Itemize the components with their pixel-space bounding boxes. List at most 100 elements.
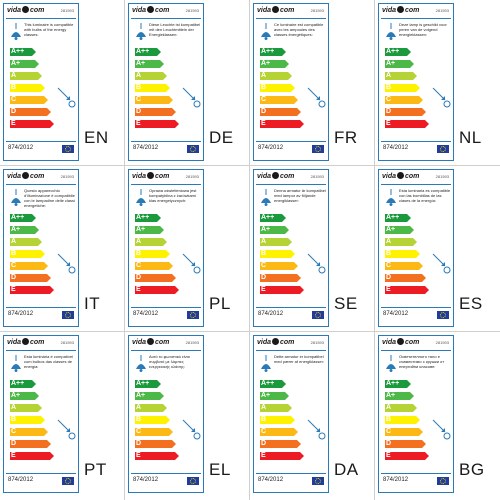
brand-left: vida	[7, 7, 22, 14]
eu-flag-icon	[312, 145, 324, 153]
energy-class-bar: A++	[10, 380, 36, 388]
energy-class-bar: A	[10, 238, 42, 246]
divider	[256, 18, 326, 19]
brand-left: vida	[132, 339, 147, 346]
divider	[6, 473, 76, 474]
energy-class-bar: A	[260, 238, 292, 246]
product-code: 281593	[435, 340, 449, 345]
energy-class-bar: D	[385, 440, 426, 448]
energy-class-bar: E	[135, 452, 179, 460]
energy-class-bar: A++	[260, 214, 286, 222]
divider	[131, 473, 201, 474]
brand-mark	[22, 6, 30, 13]
energy-class-bar: A+	[10, 60, 39, 68]
eu-flag-icon	[437, 311, 449, 319]
energy-class-bar: B	[385, 416, 420, 424]
energy-class-bar: A	[135, 238, 167, 246]
eu-stars	[315, 146, 321, 152]
divider	[381, 307, 451, 308]
brand-logo: vida com	[382, 338, 419, 348]
bulb-arrow-icon	[181, 86, 201, 108]
energy-class-bar: E	[260, 286, 304, 294]
energy-label-panel: vida com 281593 Esta luminária é compatível…	[0, 332, 124, 497]
lamp-icon	[10, 355, 22, 373]
bulb-arrow-icon	[306, 252, 326, 274]
bulb-arrow-icon	[431, 252, 451, 274]
divider	[381, 350, 451, 351]
brand-mark	[272, 6, 280, 13]
energy-class-bar: C	[260, 262, 298, 270]
energy-class-bars: A++ A+ A B C D E	[10, 380, 54, 468]
bulb-arrow-icon	[56, 86, 76, 108]
energy-class-bar: A+	[260, 60, 289, 68]
brand-right: com	[155, 339, 170, 346]
energy-class-bar: D	[135, 440, 176, 448]
energy-class-bar: A++	[135, 214, 161, 222]
divider	[6, 184, 76, 185]
brand-right: com	[405, 339, 420, 346]
brand-mark	[272, 338, 280, 345]
eu-flag-icon	[187, 477, 199, 485]
regulation-number: 874/2012	[8, 311, 34, 317]
brand-right: com	[30, 7, 45, 14]
language-code: SE	[334, 294, 358, 313]
eu-flag-icon	[187, 311, 199, 319]
brand-logo: vida com	[257, 338, 294, 348]
compatibility-text: Deze lamp is geschikt voor peren van de …	[399, 22, 447, 37]
energy-label-panel: vida com 281593 Ce luminaire est compatible…	[250, 0, 374, 165]
energy-class-bar: C	[10, 428, 48, 436]
energy-class-bar: B	[10, 416, 45, 424]
language-code: ES	[459, 294, 483, 313]
eu-stars	[65, 312, 71, 318]
language-code: DE	[209, 128, 234, 147]
energy-class-bar: A+	[385, 392, 414, 400]
brand-right: com	[280, 339, 295, 346]
energy-class-bar: A	[260, 404, 292, 412]
energy-class-bar: C	[385, 428, 423, 436]
regulation-number: 874/2012	[383, 145, 409, 151]
energy-class-bar: B	[135, 250, 170, 258]
energy-class-bar: B	[135, 416, 170, 424]
compatibility-text: This luminaire is compatible with bulbs …	[24, 22, 74, 37]
product-code: 281593	[185, 174, 199, 179]
lamp-icon	[135, 355, 147, 373]
divider	[256, 473, 326, 474]
energy-class-bar: E	[260, 452, 304, 460]
energy-label-panel: vida com 281593 Denna armatur är kompatibel…	[250, 166, 374, 331]
divider	[6, 141, 76, 142]
energy-class-bars: A++ A+ A B C D E	[10, 214, 54, 302]
energy-class-bars: A++ A+ A B C D E	[385, 380, 429, 468]
energy-label-panel: vida com 281593 Esta luminaria es compatibl…	[375, 166, 499, 331]
compatibility-text: Oprawa oświetleniowa jest kompatybilna z…	[149, 188, 197, 203]
energy-class-bar: E	[385, 120, 429, 128]
lamp-icon	[385, 355, 397, 373]
brand-right: com	[405, 7, 420, 14]
divider	[131, 307, 201, 308]
compatibility-text: Diese Leuchte ist kompatibel mit den Leu…	[149, 22, 201, 37]
brand-left: vida	[257, 7, 272, 14]
energy-class-bar: A	[385, 404, 417, 412]
compatibility-text: Esta luminária é compatível com bulbos d…	[24, 354, 74, 369]
energy-class-bar: A++	[260, 48, 286, 56]
compatibility-text: Αυτό το φωτιστικό είναι συμβατό με λάμπε…	[149, 354, 190, 369]
energy-class-bar: C	[260, 428, 298, 436]
energy-label: vida com 281593 Осветителното тяло е съвмес…	[378, 335, 454, 493]
language-code: IT	[84, 294, 101, 313]
language-code: FR	[334, 128, 358, 147]
grid-separator	[124, 0, 125, 500]
energy-class-bar: B	[10, 84, 45, 92]
eu-flag-icon	[437, 477, 449, 485]
language-code: EL	[209, 460, 231, 479]
eu-stars	[440, 146, 446, 152]
energy-class-bar: A+	[135, 226, 164, 234]
energy-class-bar: E	[10, 120, 54, 128]
brand-right: com	[280, 7, 295, 14]
product-code: 281593	[60, 340, 74, 345]
energy-class-bars: A++ A+ A B C D E	[385, 214, 429, 302]
energy-class-bar: B	[260, 416, 295, 424]
divider	[256, 184, 326, 185]
regulation-number: 874/2012	[133, 477, 159, 483]
grid-separator	[374, 0, 375, 500]
divider	[6, 350, 76, 351]
energy-class-bar: A+	[10, 226, 39, 234]
